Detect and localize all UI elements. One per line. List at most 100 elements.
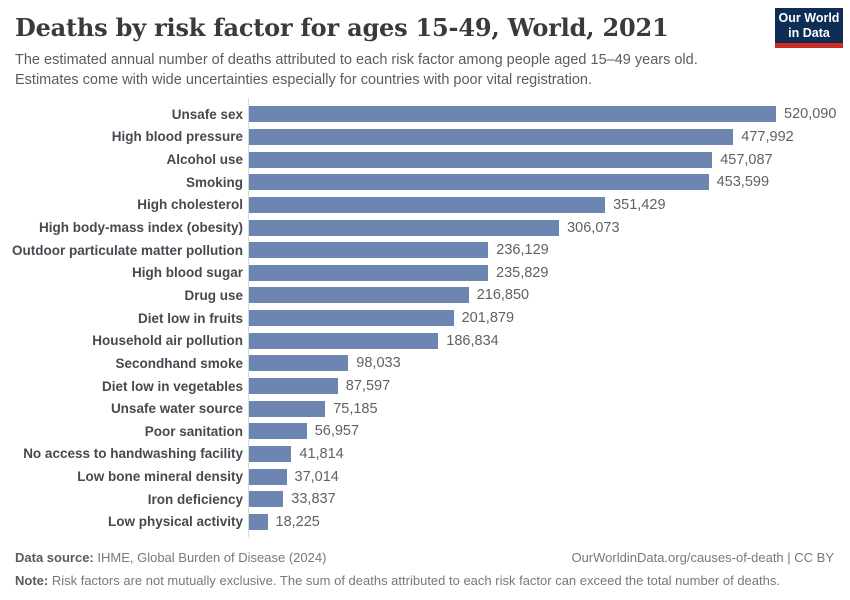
bar-row: Unsafe sex 520,090 bbox=[0, 103, 850, 126]
bar[interactable] bbox=[249, 423, 307, 440]
category-label: Secondhand smoke bbox=[115, 355, 243, 371]
value-label: 477,992 bbox=[741, 128, 794, 145]
bar-row: Low physical activity 18,225 bbox=[0, 511, 850, 534]
category-label: Household air pollution bbox=[92, 333, 243, 349]
value-label: 236,129 bbox=[496, 242, 549, 259]
bar-row: Diet low in fruits 201,879 bbox=[0, 307, 850, 330]
bar-zone: 351,429 bbox=[243, 196, 850, 213]
bar[interactable] bbox=[249, 355, 349, 372]
category-label: Smoking bbox=[185, 174, 243, 190]
category-label: High blood pressure bbox=[111, 129, 243, 145]
category-label: Low physical activity bbox=[107, 514, 243, 530]
value-label: 33,837 bbox=[291, 491, 336, 508]
bar-zone: 306,073 bbox=[243, 219, 850, 236]
category-label: Diet low in vegetables bbox=[101, 378, 243, 394]
bar[interactable] bbox=[249, 287, 469, 304]
note-text: Risk factors are not mutually exclusive.… bbox=[48, 573, 780, 589]
bar[interactable] bbox=[249, 513, 268, 530]
bar-row: Low bone mineral density 37,014 bbox=[0, 465, 850, 488]
bar-zone: 37,014 bbox=[243, 468, 850, 485]
value-label: 37,014 bbox=[294, 468, 339, 485]
bar-row: Drug use 216,850 bbox=[0, 284, 850, 307]
value-label: 56,957 bbox=[314, 423, 360, 440]
bar-zone: 98,033 bbox=[243, 355, 850, 372]
value-label: 98,033 bbox=[356, 355, 401, 372]
bar-zone: 87,597 bbox=[243, 378, 850, 394]
category-label: High blood sugar bbox=[132, 265, 243, 281]
value-label: 520,090 bbox=[784, 106, 837, 123]
bar-row: Diet low in vegetables 87,597 bbox=[0, 375, 850, 398]
value-label: 41,814 bbox=[299, 445, 344, 462]
bar-zone: 75,185 bbox=[243, 400, 850, 417]
bar-row: No access to handwashing facility 41,814 bbox=[0, 443, 850, 466]
chart-header: Deaths by risk factor for ages 15-49, Wo… bbox=[0, 0, 850, 90]
bar-zone: 216,850 bbox=[243, 287, 850, 304]
bar-zone: 18,225 bbox=[243, 513, 850, 530]
bar-chart: Unsafe sex 520,090 High blood pressure 4… bbox=[0, 98, 850, 538]
value-label: 87,597 bbox=[345, 378, 391, 394]
page-title: Deaths by risk factor for ages 15-49, Wo… bbox=[15, 13, 669, 42]
bar[interactable] bbox=[249, 445, 292, 462]
bar[interactable] bbox=[249, 219, 560, 236]
bar-zone: 186,834 bbox=[243, 332, 850, 349]
bar-zone: 201,879 bbox=[243, 310, 850, 327]
bar[interactable] bbox=[249, 378, 338, 394]
subtitle-line-2: Estimates come with wide uncertainties e… bbox=[15, 71, 593, 88]
value-label: 18,225 bbox=[275, 513, 320, 530]
data-source-text: IHME, Global Burden of Disease (2024) bbox=[93, 550, 327, 566]
value-label: 457,087 bbox=[720, 151, 773, 168]
owid-logo-line-1: Our World bbox=[778, 11, 840, 25]
source-line: Data source: IHME, Global Burden of Dise… bbox=[15, 550, 834, 565]
value-label: 75,185 bbox=[333, 400, 378, 417]
bar-row: High body-mass index (obesity) 306,073 bbox=[0, 216, 850, 239]
value-label: 186,834 bbox=[446, 332, 499, 349]
bar-zone: 457,087 bbox=[243, 151, 850, 168]
owid-logo-line-2: in Data bbox=[788, 25, 830, 40]
note-label: Note: bbox=[15, 573, 49, 589]
bar[interactable] bbox=[249, 400, 326, 417]
category-label: High body-mass index (obesity) bbox=[38, 220, 243, 236]
bar[interactable] bbox=[249, 310, 454, 327]
bar-row: High blood sugar 235,829 bbox=[0, 261, 850, 284]
bar-row: Household air pollution 186,834 bbox=[0, 329, 850, 352]
bar[interactable] bbox=[249, 332, 439, 349]
value-label: 453,599 bbox=[716, 174, 770, 191]
page-subtitle: The estimated annual number of deaths at… bbox=[15, 51, 775, 90]
bar-rows: Unsafe sex 520,090 High blood pressure 4… bbox=[0, 103, 850, 533]
bar[interactable] bbox=[249, 196, 606, 213]
category-label: Poor sanitation bbox=[144, 423, 243, 439]
bar[interactable] bbox=[249, 151, 713, 168]
bar-zone: 236,129 bbox=[243, 242, 850, 259]
bar-row: Smoking 453,599 bbox=[0, 171, 850, 194]
bar-row: High cholesterol 351,429 bbox=[0, 194, 850, 217]
bar-zone: 520,090 bbox=[243, 106, 850, 123]
data-source: Data source: IHME, Global Burden of Dise… bbox=[15, 550, 326, 565]
category-label: High cholesterol bbox=[137, 197, 243, 213]
value-label: 235,829 bbox=[496, 264, 549, 281]
bar[interactable] bbox=[249, 174, 709, 191]
bar[interactable] bbox=[249, 106, 776, 123]
bar[interactable] bbox=[249, 491, 284, 508]
category-label: Unsafe water source bbox=[110, 401, 243, 417]
credit-link[interactable]: OurWorldinData.org/causes-of-death | CC … bbox=[571, 550, 834, 566]
bar[interactable] bbox=[249, 242, 489, 259]
category-label: Unsafe sex bbox=[171, 106, 243, 122]
bar[interactable] bbox=[249, 468, 287, 485]
bar-zone: 453,599 bbox=[243, 174, 850, 191]
bar-zone: 41,814 bbox=[243, 445, 850, 462]
bar-row: Poor sanitation 56,957 bbox=[0, 420, 850, 443]
bar-row: Secondhand smoke 98,033 bbox=[0, 352, 850, 375]
category-label: Alcohol use bbox=[166, 152, 243, 168]
bar-zone: 56,957 bbox=[243, 423, 850, 440]
category-label: Drug use bbox=[184, 287, 243, 303]
bar[interactable] bbox=[249, 264, 488, 281]
bar-row: High blood pressure 477,992 bbox=[0, 126, 850, 149]
bar[interactable] bbox=[249, 128, 734, 145]
subtitle-line-1: The estimated annual number of deaths at… bbox=[15, 52, 698, 68]
category-label: Low bone mineral density bbox=[77, 469, 243, 485]
bar-row: Iron deficiency 33,837 bbox=[0, 488, 850, 511]
owid-logo[interactable]: Our World in Data bbox=[775, 8, 843, 48]
bar-zone: 235,829 bbox=[243, 264, 850, 281]
value-label: 201,879 bbox=[461, 310, 515, 327]
